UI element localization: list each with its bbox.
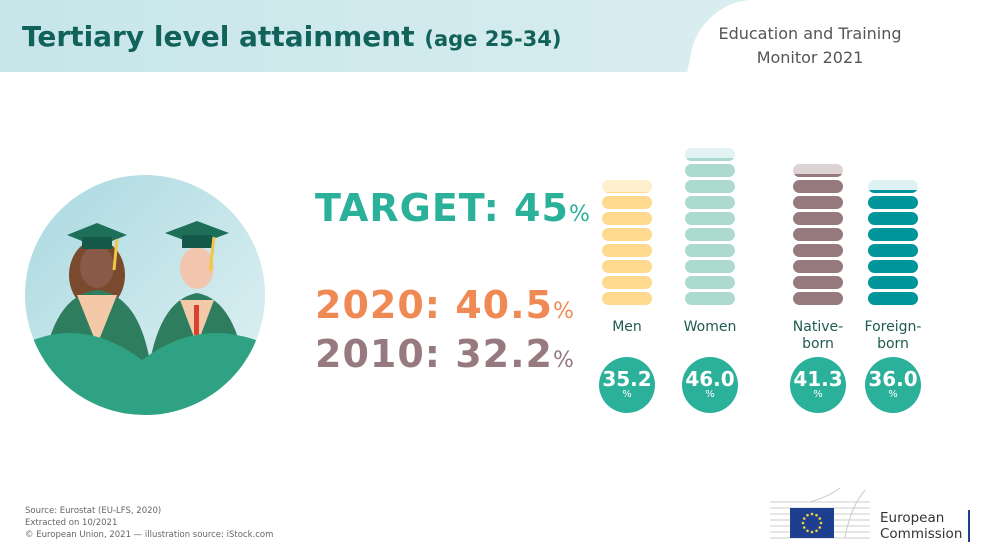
bar-segment-foreign-born — [868, 292, 918, 305]
category-label-line: Women — [683, 319, 737, 335]
bar-segment-men — [602, 292, 652, 305]
bar-segment-men — [602, 196, 652, 209]
eu-star-icon — [810, 530, 814, 534]
category-label: Men — [582, 319, 672, 336]
bar-segment-native-born — [793, 244, 843, 257]
bar-segment-women — [685, 212, 735, 225]
footer-source: Source: Eurostat (EU-LFS, 2020) Extracte… — [25, 505, 273, 541]
title-suffix: (age 25-34) — [424, 27, 562, 51]
value-2020-unit: % — [552, 299, 575, 324]
value-badge: 46.0% — [682, 357, 738, 413]
value-label: 41.3 — [793, 367, 843, 391]
bar-segment-women — [685, 228, 735, 241]
target-unit: % — [568, 202, 591, 227]
bar-segment-men — [602, 180, 652, 193]
bar-segment-women — [685, 180, 735, 193]
bar-segment-native-born — [793, 196, 843, 209]
value-2010: 2010: 32.2% — [315, 332, 575, 376]
bar-segment-women — [685, 148, 735, 161]
bar-segment-native-born — [793, 260, 843, 273]
bar-segment-native-born — [793, 212, 843, 225]
bar-segment-women — [685, 276, 735, 289]
bar-segment-men — [602, 276, 652, 289]
category-label-line: Native- — [792, 319, 844, 335]
value-label: 46.0 — [685, 367, 735, 391]
bar-segment-native-born — [793, 292, 843, 305]
bar-segment-native-born — [793, 228, 843, 241]
bar-segment-women — [685, 164, 735, 177]
monitor-label: Education and Training Monitor 2021 — [700, 22, 920, 70]
eu-star-icon — [819, 521, 823, 525]
graduates-illustration — [25, 175, 265, 415]
value-unit: % — [888, 389, 898, 400]
value-unit: % — [622, 389, 632, 400]
bar-segment-native-born — [793, 164, 843, 177]
logo-line2: Commission — [880, 526, 963, 542]
bar-segment-foreign-born — [868, 196, 918, 209]
bar-segment-women — [685, 244, 735, 257]
european-commission-logo — [770, 488, 870, 539]
bar-segment-men — [602, 228, 652, 241]
target-value: TARGET: 45% — [315, 186, 591, 230]
value-unit: % — [813, 389, 823, 400]
bar-segment-foreign-born — [868, 212, 918, 225]
logo-line1: European — [880, 510, 945, 526]
value-2010-text: 2010: 32.2 — [315, 332, 553, 376]
value-2010-unit: % — [552, 348, 575, 373]
value-badge: 36.0% — [865, 357, 921, 413]
eu-star-icon — [810, 512, 814, 516]
value-2020: 2020: 40.5% — [315, 283, 575, 327]
value-label: 36.0 — [868, 367, 918, 391]
bar-segment-foreign-born — [868, 228, 918, 241]
value-label: 35.2 — [602, 367, 652, 391]
eu-star-icon — [802, 517, 806, 520]
bar-segment-men — [602, 260, 652, 273]
value-badge: 41.3% — [790, 357, 846, 413]
value-2020-text: 2020: 40.5 — [315, 283, 553, 327]
value-unit: % — [705, 389, 715, 400]
eu-star-icon — [801, 521, 805, 525]
category-label: Foreign-born — [848, 319, 938, 353]
value-badge: 35.2% — [599, 357, 655, 413]
bar-segment-foreign-born — [868, 244, 918, 257]
eu-star-icon — [818, 517, 822, 520]
bar-segment-foreign-born — [868, 180, 918, 193]
category-label: Native-born — [773, 319, 863, 353]
page-title: Tertiary level attainment (age 25-34) — [22, 20, 562, 53]
eu-star-icon — [806, 529, 809, 533]
target-text: TARGET: 45 — [315, 186, 569, 230]
bar-segment-women — [685, 260, 735, 273]
monitor-line1: Education and Training — [718, 24, 902, 43]
extracted-text: Extracted on 10/2021 — [25, 518, 118, 528]
source-text: Source: Eurostat (EU-LFS, 2020) — [25, 506, 162, 516]
category-label-line: born — [802, 336, 834, 352]
category-label-line: Men — [612, 319, 642, 335]
eu-star-icon — [815, 529, 818, 533]
category-label-line: Foreign- — [864, 319, 922, 335]
copyright-text: © European Union, 2021 — illustration so… — [25, 530, 274, 540]
eu-star-icon — [802, 526, 806, 529]
bar-segment-men — [602, 212, 652, 225]
eu-star-icon — [815, 513, 818, 517]
category-label-line: born — [877, 336, 909, 352]
eu-star-icon — [806, 513, 809, 517]
bar-segment-foreign-born — [868, 260, 918, 273]
title-text: Tertiary level attainment — [22, 20, 415, 53]
category-label: Women — [665, 319, 755, 336]
monitor-line2: Monitor 2021 — [756, 48, 864, 67]
bar-segment-foreign-born — [868, 276, 918, 289]
logo-text: European Commission — [880, 510, 971, 542]
eu-star-icon — [818, 526, 822, 529]
bar-segment-native-born — [793, 276, 843, 289]
bar-segment-native-born — [793, 180, 843, 193]
bar-segment-women — [685, 292, 735, 305]
bar-segment-men — [602, 244, 652, 257]
bar-segment-women — [685, 196, 735, 209]
